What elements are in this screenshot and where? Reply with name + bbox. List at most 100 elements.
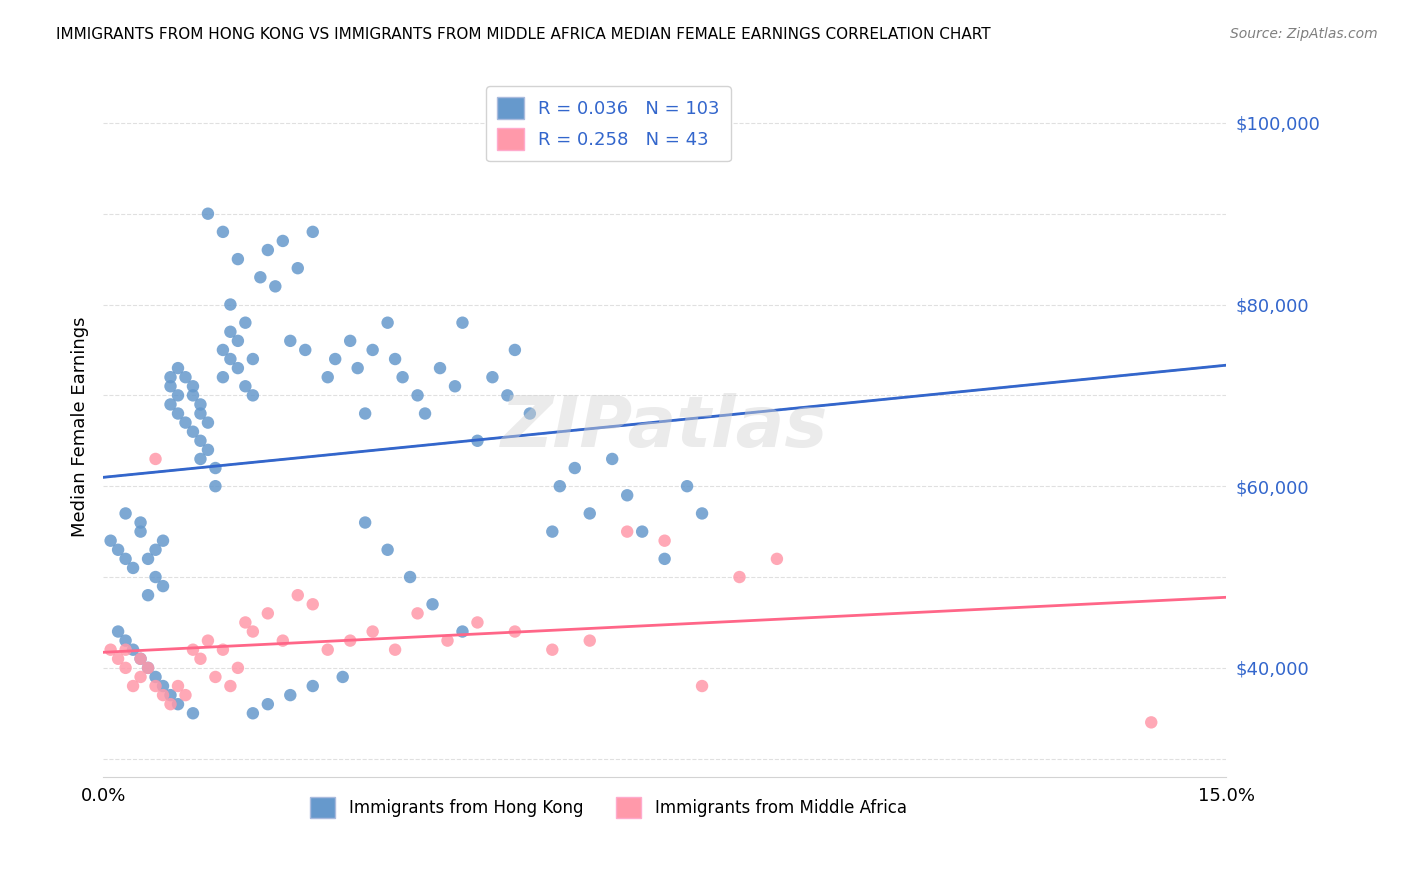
Point xyxy=(271,633,294,648)
Point xyxy=(377,542,399,557)
Point xyxy=(136,661,159,675)
Point xyxy=(167,697,190,711)
Point xyxy=(159,697,181,711)
Point xyxy=(690,679,713,693)
Point xyxy=(444,379,467,393)
Point xyxy=(361,343,384,357)
Point xyxy=(235,316,257,330)
Point xyxy=(190,407,212,421)
Point xyxy=(100,533,122,548)
Point xyxy=(1140,715,1163,730)
Point xyxy=(654,533,676,548)
Point xyxy=(226,252,249,266)
Point xyxy=(451,316,474,330)
Point xyxy=(503,343,526,357)
Point xyxy=(129,652,152,666)
Point xyxy=(377,316,399,330)
Point xyxy=(145,570,167,584)
Point xyxy=(167,679,190,693)
Point xyxy=(316,370,339,384)
Point xyxy=(159,688,181,702)
Point xyxy=(339,334,361,348)
Point xyxy=(256,243,278,257)
Point xyxy=(503,624,526,639)
Point xyxy=(190,434,212,448)
Point xyxy=(174,416,197,430)
Point xyxy=(422,597,444,611)
Point xyxy=(174,688,197,702)
Point xyxy=(159,397,181,411)
Point xyxy=(654,552,676,566)
Point xyxy=(235,615,257,630)
Point xyxy=(600,452,623,467)
Point xyxy=(249,270,271,285)
Point xyxy=(212,225,235,239)
Point xyxy=(578,507,600,521)
Point xyxy=(190,397,212,411)
Y-axis label: Median Female Earnings: Median Female Earnings xyxy=(72,317,89,537)
Point xyxy=(676,479,699,493)
Text: IMMIGRANTS FROM HONG KONG VS IMMIGRANTS FROM MIDDLE AFRICA MEDIAN FEMALE EARNING: IMMIGRANTS FROM HONG KONG VS IMMIGRANTS … xyxy=(56,27,991,42)
Point xyxy=(181,388,204,402)
Point xyxy=(152,688,174,702)
Point xyxy=(181,379,204,393)
Point xyxy=(242,351,264,366)
Point xyxy=(212,642,235,657)
Point xyxy=(219,325,242,339)
Point xyxy=(346,361,368,376)
Point xyxy=(578,633,600,648)
Point xyxy=(256,607,278,621)
Point xyxy=(406,607,429,621)
Point xyxy=(212,343,235,357)
Point xyxy=(219,679,242,693)
Point xyxy=(287,261,309,276)
Point xyxy=(145,670,167,684)
Point xyxy=(181,706,204,721)
Point xyxy=(690,507,713,521)
Point xyxy=(129,652,152,666)
Point xyxy=(167,361,190,376)
Point xyxy=(212,370,235,384)
Point xyxy=(152,579,174,593)
Point xyxy=(384,351,406,366)
Text: ZIPatlas: ZIPatlas xyxy=(501,392,828,462)
Point xyxy=(548,479,571,493)
Point xyxy=(616,488,638,502)
Point xyxy=(197,442,219,457)
Point xyxy=(391,370,413,384)
Point xyxy=(174,370,197,384)
Point xyxy=(332,670,354,684)
Point xyxy=(107,624,129,639)
Point xyxy=(181,425,204,439)
Point xyxy=(159,370,181,384)
Point xyxy=(114,507,136,521)
Point xyxy=(136,552,159,566)
Point xyxy=(361,624,384,639)
Point xyxy=(541,524,564,539)
Point xyxy=(167,388,190,402)
Point xyxy=(226,361,249,376)
Point xyxy=(541,642,564,657)
Point xyxy=(152,533,174,548)
Point xyxy=(451,624,474,639)
Point xyxy=(496,388,519,402)
Point xyxy=(242,388,264,402)
Point xyxy=(294,343,316,357)
Point xyxy=(481,370,503,384)
Point xyxy=(219,297,242,311)
Point xyxy=(190,652,212,666)
Point xyxy=(242,706,264,721)
Point xyxy=(197,633,219,648)
Point xyxy=(301,679,323,693)
Point xyxy=(226,334,249,348)
Point xyxy=(436,633,458,648)
Point xyxy=(136,661,159,675)
Point xyxy=(107,652,129,666)
Point xyxy=(287,588,309,602)
Point xyxy=(114,642,136,657)
Point xyxy=(242,624,264,639)
Point xyxy=(122,642,145,657)
Point xyxy=(145,679,167,693)
Point xyxy=(129,670,152,684)
Point xyxy=(766,552,789,566)
